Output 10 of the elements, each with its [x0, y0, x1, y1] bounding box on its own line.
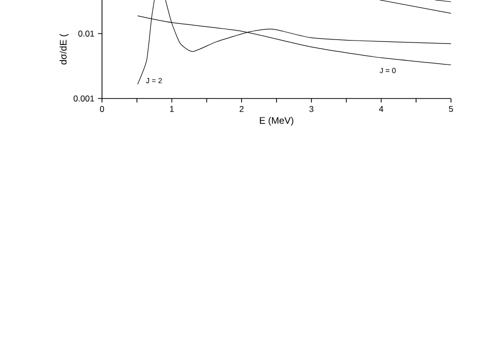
x-tick-label: 5	[448, 106, 454, 112]
x-tick-label: 2	[240, 106, 244, 112]
x-axis-title: E (MeV)	[260, 116, 294, 126]
y-tick-label: 0.001	[74, 96, 94, 102]
x-tick-label: 4	[379, 106, 384, 112]
x-tick-label: 3	[309, 106, 314, 112]
y-axis-title: dσ/dE (	[60, 34, 68, 64]
x-tick-label: 0	[100, 106, 104, 112]
y-tick-label: 0.01	[78, 30, 94, 37]
x-tick-label: 1	[170, 106, 174, 112]
